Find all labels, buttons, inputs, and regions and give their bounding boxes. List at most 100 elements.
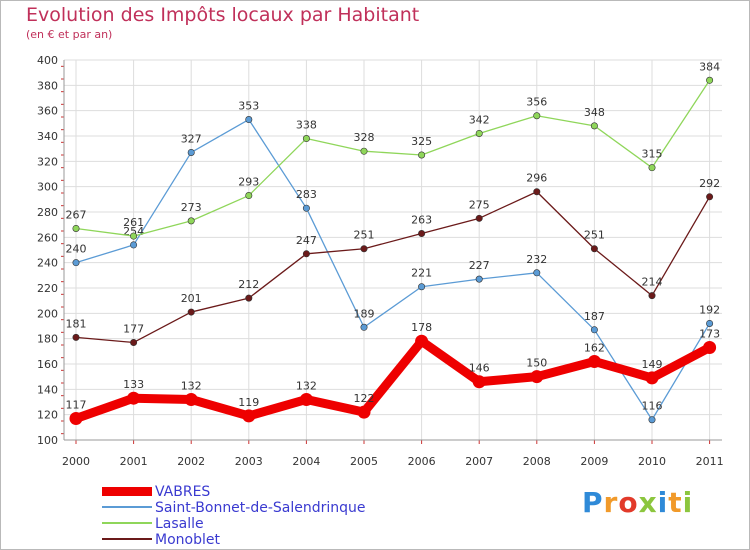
data-label-saint-bonnet-de-salendrinque: 116 (642, 400, 663, 413)
data-label-lasalle: 261 (123, 216, 144, 229)
logo-letter: r (603, 486, 619, 519)
legend-label: Saint-Bonnet-de-Salendrinque (155, 500, 366, 516)
data-label-vabres: 162 (584, 341, 605, 354)
x-tick-label: 2007 (465, 455, 493, 468)
data-point-vabres (645, 371, 659, 385)
y-tick-label: 180 (37, 333, 58, 346)
x-tick-label: 2011 (696, 455, 724, 468)
y-tick-label: 260 (37, 231, 58, 244)
data-label-lasalle: 384 (699, 60, 720, 73)
data-point-saint-bonnet-de-salendrinque (245, 116, 253, 124)
data-point-vabres (184, 392, 198, 406)
y-tick-label: 100 (37, 434, 58, 447)
x-tick-label: 2004 (292, 455, 320, 468)
data-point-saint-bonnet-de-salendrinque (706, 319, 714, 327)
data-label-saint-bonnet-de-salendrinque: 353 (238, 100, 259, 113)
x-tick-label: 2010 (638, 455, 666, 468)
y-tick-label: 220 (37, 282, 58, 295)
data-point-vabres (299, 392, 313, 406)
data-point-saint-bonnet-de-salendrinque (533, 269, 541, 277)
data-label-vabres: 133 (123, 378, 144, 391)
x-tick-label: 2005 (350, 455, 378, 468)
y-tick-label: 120 (37, 409, 58, 422)
chart-subtitle: (en € et par an) (26, 28, 113, 41)
legend-label: Monoblet (155, 532, 220, 548)
legend-label: VABRES (155, 484, 211, 500)
data-point-vabres (587, 354, 601, 368)
data-label-lasalle: 328 (354, 131, 375, 144)
data-point-lasalle (648, 164, 656, 172)
data-point-lasalle (187, 217, 195, 225)
data-label-lasalle: 338 (296, 119, 317, 132)
data-label-lasalle: 342 (469, 113, 490, 126)
data-label-saint-bonnet-de-salendrinque: 327 (181, 132, 202, 145)
data-point-saint-bonnet-de-salendrinque (648, 416, 656, 424)
x-tick-label: 2002 (177, 455, 205, 468)
data-label-lasalle: 348 (584, 106, 605, 119)
x-tick-label: 2000 (62, 455, 90, 468)
data-label-saint-bonnet-de-salendrinque: 221 (411, 267, 432, 280)
y-tick-label: 300 (37, 181, 58, 194)
data-label-monoblet: 214 (642, 276, 663, 289)
data-point-lasalle (72, 224, 80, 232)
proxiti-logo: Proxiti (582, 486, 693, 519)
data-label-monoblet: 292 (699, 177, 720, 190)
y-tick-label: 160 (37, 358, 58, 371)
y-tick-label: 400 (37, 54, 58, 67)
data-point-monoblet (475, 214, 483, 222)
data-point-monoblet (533, 188, 541, 196)
data-label-saint-bonnet-de-salendrinque: 240 (66, 243, 87, 256)
data-point-saint-bonnet-de-salendrinque (418, 283, 426, 291)
data-point-vabres (127, 391, 141, 405)
data-point-monoblet (590, 245, 598, 253)
data-point-monoblet (245, 294, 253, 302)
x-tick-label: 2008 (523, 455, 551, 468)
logo-letter: i (657, 486, 669, 519)
data-label-monoblet: 251 (354, 229, 375, 242)
data-label-saint-bonnet-de-salendrinque: 192 (699, 303, 720, 316)
data-label-vabres: 178 (411, 321, 432, 334)
logo-letter: o (618, 486, 639, 519)
data-label-vabres: 173 (699, 328, 720, 341)
data-label-monoblet: 177 (123, 322, 144, 335)
data-point-vabres (242, 409, 256, 423)
data-label-lasalle: 273 (181, 201, 202, 214)
data-label-vabres: 119 (238, 396, 259, 409)
data-label-monoblet: 181 (66, 317, 87, 330)
data-label-monoblet: 263 (411, 214, 432, 227)
y-tick-label: 280 (37, 206, 58, 219)
data-point-monoblet (72, 333, 80, 341)
legend-label: Lasalle (155, 516, 204, 532)
data-point-lasalle (706, 76, 714, 84)
data-point-vabres (357, 405, 371, 419)
data-point-saint-bonnet-de-salendrinque (72, 259, 80, 267)
data-point-vabres (69, 411, 83, 425)
data-point-vabres (472, 375, 486, 389)
data-label-vabres: 117 (66, 398, 87, 411)
x-tick-label: 2003 (235, 455, 263, 468)
legend-swatch (102, 538, 152, 540)
y-tick-label: 200 (37, 307, 58, 320)
data-label-saint-bonnet-de-salendrinque: 187 (584, 310, 605, 323)
data-label-lasalle: 293 (238, 176, 259, 189)
data-label-vabres: 132 (296, 379, 317, 392)
data-point-saint-bonnet-de-salendrinque (360, 323, 368, 331)
logo-letter: x (638, 486, 658, 519)
data-point-saint-bonnet-de-salendrinque (475, 275, 483, 283)
data-point-monoblet (418, 230, 426, 238)
y-tick-label: 140 (37, 383, 58, 396)
y-tick-label: 360 (37, 105, 58, 118)
data-point-lasalle (590, 122, 598, 130)
data-label-vabres: 150 (526, 357, 547, 370)
data-label-saint-bonnet-de-salendrinque: 232 (526, 253, 547, 266)
y-tick-label: 380 (37, 79, 58, 92)
data-label-monoblet: 247 (296, 234, 317, 247)
y-tick-label: 320 (37, 155, 58, 168)
data-label-vabres: 149 (642, 358, 663, 371)
data-label-lasalle: 325 (411, 135, 432, 148)
data-point-vabres (415, 334, 429, 348)
legend-swatch (102, 522, 152, 524)
data-label-vabres: 122 (354, 392, 375, 405)
data-point-monoblet (706, 193, 714, 201)
data-point-lasalle (418, 151, 426, 159)
